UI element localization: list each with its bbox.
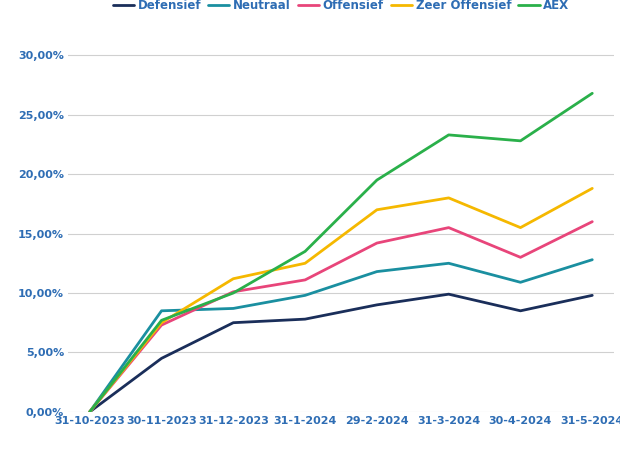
Line: Neutraal: Neutraal xyxy=(90,260,592,412)
Neutraal xyxy=(158,308,166,314)
Line: Defensief: Defensief xyxy=(90,294,592,412)
AEX xyxy=(301,249,309,254)
Zeer Offensief xyxy=(373,207,381,212)
Neutraal xyxy=(229,306,237,311)
Defensief xyxy=(301,316,309,322)
Neutraal xyxy=(301,292,309,298)
Neutraal xyxy=(588,257,596,263)
Offensief xyxy=(445,225,453,230)
Zeer Offensief xyxy=(588,186,596,191)
Zeer Offensief xyxy=(158,320,166,326)
Defensief xyxy=(86,409,94,415)
Line: AEX: AEX xyxy=(90,93,592,412)
Offensief xyxy=(158,322,166,328)
Defensief xyxy=(158,356,166,361)
Zeer Offensief xyxy=(445,195,453,201)
AEX xyxy=(588,90,596,96)
AEX xyxy=(86,409,94,415)
Defensief xyxy=(588,292,596,298)
Zeer Offensief xyxy=(86,409,94,415)
Offensief xyxy=(229,289,237,294)
Neutraal xyxy=(86,409,94,415)
Offensief xyxy=(373,240,381,246)
Offensief xyxy=(516,255,524,260)
Zeer Offensief xyxy=(301,261,309,266)
AEX xyxy=(373,177,381,183)
AEX xyxy=(229,290,237,296)
Zeer Offensief xyxy=(229,276,237,282)
Line: Zeer Offensief: Zeer Offensief xyxy=(90,189,592,412)
Neutraal xyxy=(445,261,453,266)
Neutraal xyxy=(373,269,381,274)
AEX xyxy=(445,132,453,138)
Offensief xyxy=(588,219,596,225)
Line: Offensief: Offensief xyxy=(90,222,592,412)
AEX xyxy=(158,317,166,323)
Offensief xyxy=(301,277,309,283)
Offensief xyxy=(86,409,94,415)
Defensief xyxy=(229,320,237,326)
Defensief xyxy=(373,302,381,307)
Zeer Offensief xyxy=(516,225,524,230)
Defensief xyxy=(516,308,524,314)
Legend: Defensief, Neutraal, Offensief, Zeer Offensief, AEX: Defensief, Neutraal, Offensief, Zeer Off… xyxy=(108,0,574,17)
AEX xyxy=(516,138,524,144)
Neutraal xyxy=(516,279,524,285)
Defensief xyxy=(445,292,453,297)
